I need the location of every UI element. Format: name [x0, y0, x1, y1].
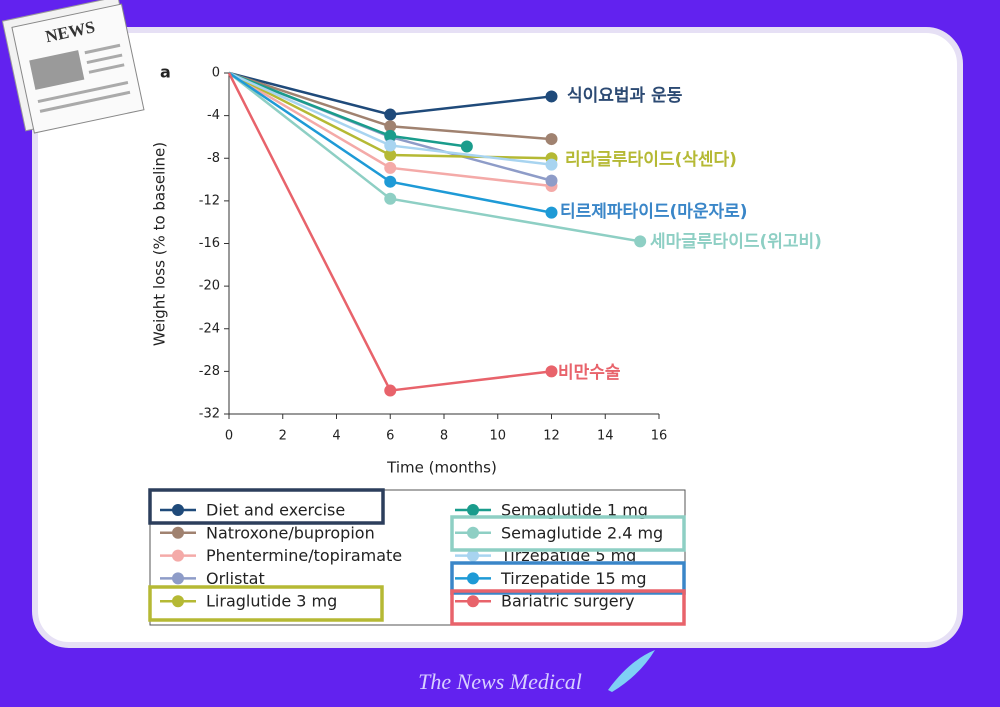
y-tick-label: -4: [207, 108, 220, 123]
data-point: [545, 133, 558, 146]
legend-box: [149, 489, 686, 626]
x-tick-label: 0: [225, 429, 233, 444]
legend-label: Natroxone/bupropion: [206, 523, 375, 542]
x-tick-label: 8: [440, 429, 448, 444]
data-point: [545, 174, 558, 187]
legend-label: Tirzepatide 15 mg: [500, 569, 647, 588]
legend-swatch-dot: [467, 504, 479, 516]
x-tick-label: 10: [489, 429, 506, 444]
legend-label: Liraglutide 3 mg: [206, 592, 337, 611]
chart-image: [122, 45, 880, 635]
data-point: [545, 365, 558, 378]
data-point: [545, 158, 558, 171]
legend-swatch-dot: [172, 572, 184, 585]
data-point: [384, 384, 397, 397]
legend-label: Diet and exercise: [206, 501, 345, 520]
data-point: [384, 192, 397, 205]
y-tick-label: -24: [199, 321, 220, 336]
x-axis-label: Time (months): [386, 459, 497, 477]
legend-highlight: [450, 561, 686, 595]
data-point: [545, 206, 558, 219]
x-tick-label: 12: [543, 429, 560, 444]
legend-highlight: [148, 585, 384, 622]
y-tick-label: -16: [199, 236, 220, 251]
data-point: [384, 161, 397, 174]
legend-label: Phentermine/topiramate: [206, 546, 402, 565]
footer-watermark: The News Medical: [418, 669, 582, 694]
annotation: 리라글루타이드(삭센다): [565, 150, 737, 170]
text-line: [39, 90, 131, 113]
legend-highlight: [450, 515, 686, 552]
y-tick-label: 0: [212, 66, 220, 81]
y-tick-label: -32: [199, 407, 220, 422]
feather-icon: [608, 650, 655, 692]
data-point: [384, 120, 397, 133]
data-point: [634, 235, 647, 248]
legend-label: Bariatric surgery: [501, 592, 635, 611]
data-point: [384, 139, 397, 152]
legend-highlight: [148, 488, 385, 525]
text-line: [86, 53, 123, 65]
y-tick-label: -12: [199, 193, 220, 208]
x-tick-label: 6: [386, 429, 394, 444]
legend-label: Semaglutide 2.4 mg: [501, 523, 663, 542]
annotation: 세마글루타이드(위고비): [650, 232, 822, 252]
annotation: 티르제파타이드(마운자로): [560, 202, 748, 222]
legend-swatch-dot: [172, 504, 184, 516]
x-tick-label: 14: [597, 429, 614, 444]
data-point: [384, 129, 397, 142]
y-tick-label: -8: [207, 151, 220, 166]
x-tick-label: 2: [279, 429, 287, 444]
legend-label: Orlistat: [206, 569, 265, 588]
news-icon: NEWS: [1, 0, 145, 134]
legend-swatch-dot: [172, 526, 184, 539]
annotation: 식이요법과 운동: [567, 86, 683, 106]
text-line: [84, 43, 121, 55]
legend-swatch-dot: [467, 549, 479, 562]
panel-label: a: [160, 63, 171, 82]
legend-label: Semaglutide 1 mg: [501, 501, 648, 520]
legend-highlight: [450, 589, 686, 626]
data-point: [384, 108, 397, 121]
data-point: [460, 140, 473, 153]
data-point: [384, 149, 397, 162]
text-line: [88, 63, 125, 74]
annotation: 비만수술: [558, 363, 621, 383]
y-tick-label: -28: [199, 364, 220, 379]
y-tick-label: -20: [199, 279, 220, 294]
text-line: [37, 80, 129, 104]
legend-swatch-dot: [172, 595, 184, 608]
legend-swatch-dot: [467, 595, 479, 608]
data-point: [545, 90, 558, 103]
x-tick-label: 4: [332, 429, 340, 444]
legend-swatch-dot: [467, 526, 479, 539]
data-point: [384, 175, 397, 188]
legend-swatch-dot: [467, 572, 479, 585]
x-tick-label: 16: [651, 429, 668, 444]
photo: [29, 50, 85, 90]
legend-swatch-dot: [172, 549, 184, 562]
y-axis-label: Weight loss (% to baseline): [151, 142, 169, 346]
